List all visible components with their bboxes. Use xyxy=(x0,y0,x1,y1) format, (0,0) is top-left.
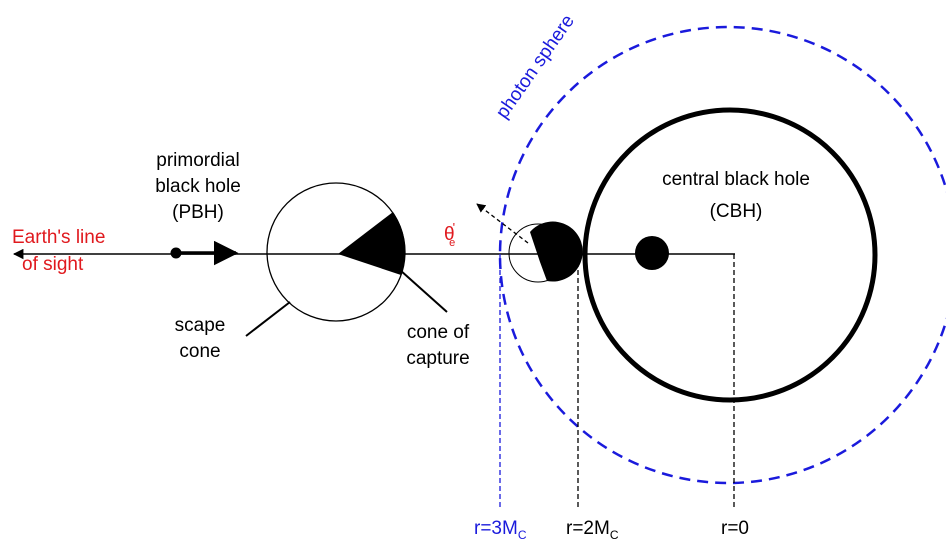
theta-label: θ' e xyxy=(444,220,455,249)
r2-sub: C xyxy=(610,528,619,542)
theta-prime: ' xyxy=(453,220,455,235)
cbh-label: central black hole xyxy=(662,169,810,190)
capture-pointer xyxy=(399,269,448,313)
r3-label: r=3MC xyxy=(474,518,527,542)
theta-symbol: θ xyxy=(444,224,455,245)
cbh-abbr: (CBH) xyxy=(710,201,763,222)
r2-label: r=2MC xyxy=(566,518,619,542)
earth-label: of sight xyxy=(22,254,84,275)
inner-dot xyxy=(635,236,669,270)
r3-sub: C xyxy=(518,528,527,542)
scape-label: scape xyxy=(175,315,226,336)
capture-label: cone of xyxy=(407,322,470,343)
emission-arrow xyxy=(476,203,529,244)
earth-label: Earth's line xyxy=(12,227,105,248)
r0-label: r=0 xyxy=(721,518,749,539)
small-capture-cone xyxy=(530,221,583,282)
pbh-abbr: (PBH) xyxy=(172,202,224,223)
capture-label: capture xyxy=(406,348,469,369)
r3-text: r=3M xyxy=(474,518,518,539)
cbh-horizon xyxy=(582,107,878,403)
scape-label: cone xyxy=(179,341,220,362)
photon-sphere-label: photon sphere xyxy=(492,11,579,123)
scape-pointer xyxy=(245,301,291,337)
theta-sub: e xyxy=(449,237,455,249)
r2-text: r=2M xyxy=(566,518,610,539)
pbh-label: black hole xyxy=(155,176,241,197)
pbh-label: primordial xyxy=(156,150,239,171)
capture-cone xyxy=(338,212,406,275)
